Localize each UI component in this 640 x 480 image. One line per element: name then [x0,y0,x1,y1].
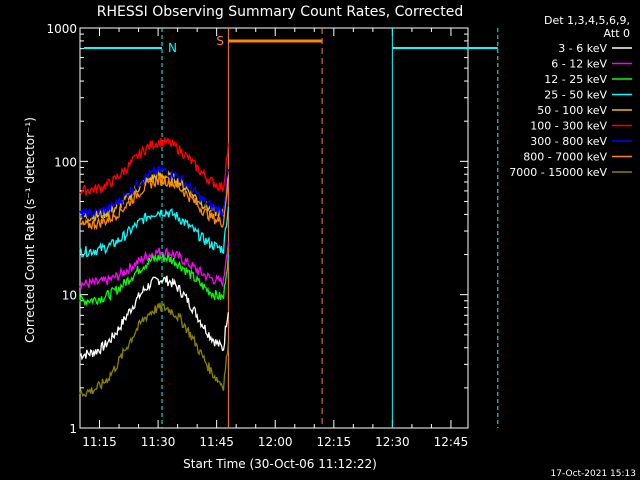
x-tick-label: 12:15 [317,435,352,449]
x-tick-label: 11:45 [199,435,234,449]
y-tick-label: 100 [54,155,77,169]
series-line-4 [79,206,230,258]
legend-label: 12 - 25 keV [544,73,607,86]
footer-date: 17-Oct-2021 15:13 [551,469,636,479]
series-line-9 [79,302,230,398]
x-tick-label: 12:30 [375,435,410,449]
legend-label: 300 - 800 keV [530,135,607,148]
series-line-6 [79,137,230,196]
legend-label: 7000 - 15000 keV [509,166,607,179]
series-line-5 [79,169,229,222]
x-tick-label: 11:30 [141,435,176,449]
series-line-7 [79,165,230,220]
x-axis-label: Start Time (30-Oct-06 11:12:22) [183,457,377,471]
saa-label: S [216,34,224,48]
legend-label: 50 - 100 keV [537,104,607,117]
legend-label: 3 - 6 keV [558,42,607,55]
night-label: N [168,41,177,55]
series-line-1 [79,275,230,361]
legend-header-line1: Det 1,3,4,5,6,9, [544,14,630,27]
plot-frame [79,27,469,429]
chart-title: RHESSI Observing Summary Count Rates, Co… [97,4,463,20]
legend-label: 6 - 12 keV [551,58,607,71]
x-tick-label: 11:15 [82,435,117,449]
x-tick-label: 12:00 [258,435,293,449]
x-tick-label: 12:45 [434,435,469,449]
series-line-8 [79,174,230,231]
legend-label: 100 - 300 keV [530,120,607,133]
y-tick-label: 1 [69,422,77,436]
legend-label: 800 - 7000 keV [523,151,607,164]
legend-label: 25 - 50 keV [544,89,607,102]
y-tick-label: 1000 [46,22,77,36]
y-axis-label: Corrected Count Rate (s⁻¹ detector⁻¹) [23,117,37,343]
series-line-3 [79,253,230,307]
legend-header-line2: Att 0 [604,27,630,40]
y-tick-label: 10 [62,289,77,303]
